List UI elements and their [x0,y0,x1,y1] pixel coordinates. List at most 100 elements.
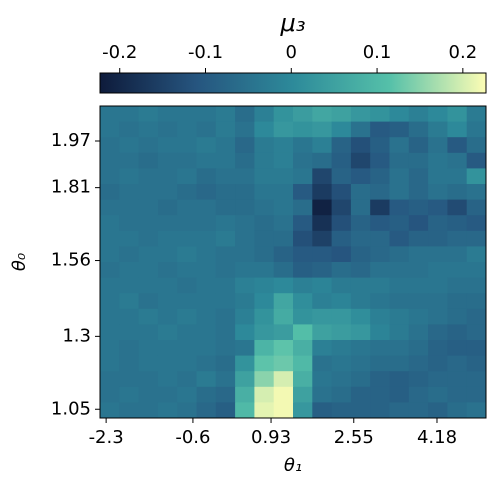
heatmap-cell [273,199,294,216]
heatmap-cell [177,293,197,310]
heatmap-cell [428,324,448,341]
heatmap-cell [100,371,120,388]
heatmap-cell [235,262,255,279]
heatmap-cell [428,106,448,123]
heatmap-cell [138,106,159,123]
heatmap-cell [293,308,313,325]
heatmap-cell [312,230,333,247]
heatmap-cell [389,168,410,185]
heatmap-cell [138,262,159,279]
heatmap-cell [177,340,197,357]
heatmap-cell [428,184,448,201]
heatmap-cell [254,184,275,201]
heatmap-cell [428,152,448,169]
heatmap-cell [273,340,294,357]
heatmap-cell [215,402,236,419]
heatmap-cell [196,137,217,154]
heatmap-cell [235,308,255,325]
heatmap-cell [370,262,390,279]
heatmap-cell [235,293,255,310]
heatmap-cell [447,371,468,388]
heatmap-cell [408,340,429,357]
heatmap-cell [350,246,371,263]
heatmap-cell [293,199,313,216]
heatmap-cell [235,121,255,138]
heatmap-cell [370,355,390,372]
heatmap-cell [293,371,313,388]
heatmap-cell [273,355,294,372]
heatmap-cell [350,402,371,419]
x-tick-label: -2.3 [89,427,124,448]
heatmap-cell [466,230,487,247]
heatmap-cell [293,184,313,201]
heatmap-cell [100,293,120,310]
heatmap-cell [119,168,140,185]
heatmap-cell [157,246,178,263]
heatmap-cell [119,340,140,357]
heatmap-cell [100,277,120,294]
heatmap-cell [331,168,352,185]
x-tick-label: 0.93 [251,427,291,448]
heatmap-cell [389,230,410,247]
heatmap-cell [215,137,236,154]
heatmap-cell [254,230,275,247]
heatmap-cell [389,340,410,357]
heatmap-cell [331,215,352,232]
heatmap-cell [370,184,390,201]
heatmap-cell [389,152,410,169]
heatmap-cell [331,340,352,357]
heatmap-cell [389,199,410,216]
heatmap-cell [119,121,140,138]
heatmap-cell [138,137,159,154]
heatmap-cell [254,215,275,232]
heatmap-cell [312,340,333,357]
heatmap-cell [370,230,390,247]
heatmap-cell [119,402,140,419]
heatmap-cell [350,152,371,169]
heatmap-cell [177,137,197,154]
heatmap-cell [312,371,333,388]
heatmap-cell [389,277,410,294]
heatmap-cell [177,121,197,138]
heatmap-cell [370,215,390,232]
heatmap-cell [312,324,333,341]
heatmap-cell [312,121,333,138]
heatmap-cell [157,371,178,388]
heatmap-cell [331,246,352,263]
heatmap-cell [293,386,313,403]
heatmap-cell [293,402,313,419]
heatmap-cell [254,246,275,263]
heatmap-cell [293,152,313,169]
heatmap-cell [370,402,390,419]
heatmap-cell [331,137,352,154]
heatmap-cell [408,293,429,310]
heatmap-cell [447,215,468,232]
heatmap-cell [215,215,236,232]
heatmap-cell [408,215,429,232]
heatmap-cell [447,106,468,123]
heatmap-cell [408,308,429,325]
heatmap-cell [428,230,448,247]
heatmap-cell [312,168,333,185]
heatmap-cell [100,152,120,169]
heatmap-cell [215,106,236,123]
heatmap-cell [177,262,197,279]
heatmap-cell [331,121,352,138]
heatmap-cell [447,246,468,263]
heatmap-cell [119,277,140,294]
heatmap-cell [157,199,178,216]
heatmap-cell [408,137,429,154]
heatmap-cell [196,402,217,419]
heatmap-cell [312,308,333,325]
heatmap-cell [196,371,217,388]
heatmap-cell [466,277,487,294]
heatmap-cell [196,199,217,216]
heatmap-cell [408,230,429,247]
heatmap-cell [370,277,390,294]
heatmap-cell [389,137,410,154]
heatmap-cell [254,277,275,294]
heatmap-cell [447,184,468,201]
heatmap-cell [157,152,178,169]
heatmap-cell [273,324,294,341]
heatmap-cell [273,293,294,310]
